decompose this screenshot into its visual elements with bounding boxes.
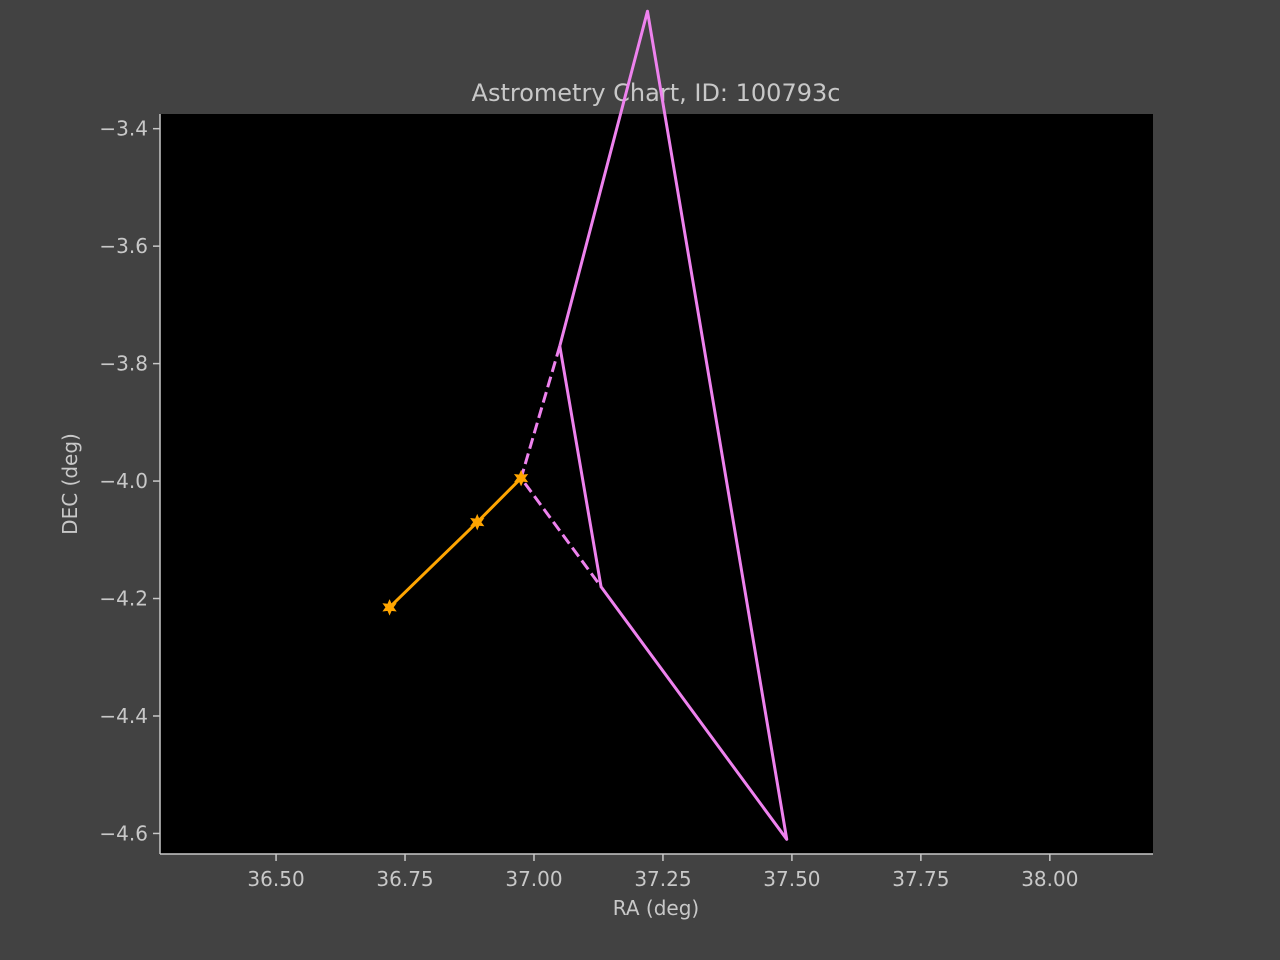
y-tick-label: −3.4 [99, 117, 148, 141]
x-tick-label: 37.75 [892, 867, 949, 891]
plot-area [160, 114, 1153, 854]
x-ticks: 36.50 36.75 37.00 37.25 37.50 37.75 38.00 [247, 854, 1078, 891]
x-tick-label: 36.75 [376, 867, 433, 891]
series-line-0 [558, 9, 789, 841]
x-tick-label: 37.25 [634, 867, 691, 891]
x-tick-label: 37.00 [505, 867, 562, 891]
y-tick-label: −4.4 [99, 704, 148, 728]
x-axis-label: RA (deg) [613, 896, 699, 920]
y-tick-label: −4.0 [99, 469, 148, 493]
series-layer [382, 9, 789, 841]
x-tick-label: 37.50 [763, 867, 820, 891]
y-tick-label: −3.6 [99, 234, 148, 258]
x-tick-label: 36.50 [247, 867, 304, 891]
y-tick-label: −3.8 [99, 352, 148, 376]
series-point-star [382, 599, 397, 616]
chart-title: Astrometry Chart, ID: 100793c [472, 79, 841, 107]
y-tick-label: −4.2 [99, 587, 148, 611]
y-ticks: −3.4 −3.6 −3.8 −4.0 −4.2 −4.4 −4.6 [99, 117, 160, 845]
y-tick-label: −4.6 [99, 821, 148, 845]
x-tick-label: 38.00 [1021, 867, 1078, 891]
series-point-star [470, 513, 485, 531]
y-axis-label: DEC (deg) [58, 433, 82, 535]
series-point-star [513, 469, 529, 487]
